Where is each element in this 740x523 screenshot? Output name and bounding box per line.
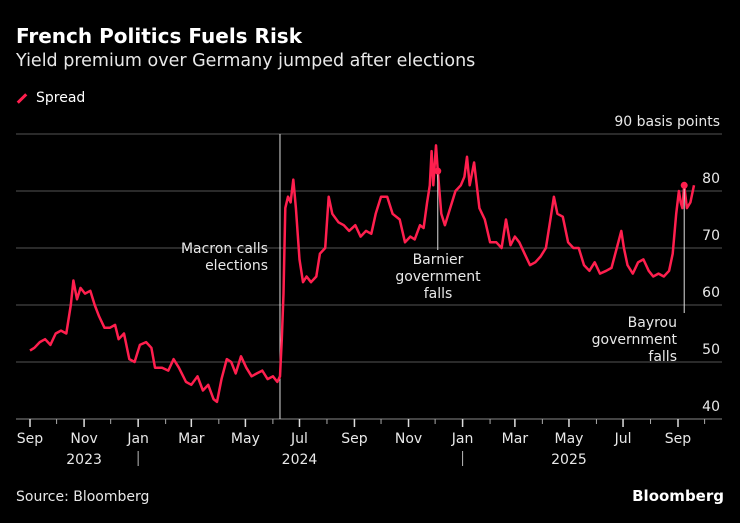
year-label: 2024 xyxy=(282,452,318,468)
x-tick-label: Nov xyxy=(395,431,422,447)
annotation-label-macron: elections xyxy=(205,258,268,274)
x-tick-label: Sep xyxy=(341,431,368,447)
annotation-label-macron: Macron calls xyxy=(181,241,268,257)
annotation-marker-barnier xyxy=(434,167,442,175)
x-tick-label: Sep xyxy=(665,431,692,447)
x-tick-label: May xyxy=(554,431,583,447)
x-tick-label: Mar xyxy=(502,431,529,447)
year-label: 2023 xyxy=(66,452,102,468)
legend-label: Spread xyxy=(36,90,86,106)
chart-title: French Politics Fuels Risk xyxy=(16,24,303,48)
y-tick-label: 40 xyxy=(702,399,720,415)
y-tick-label: 60 xyxy=(702,285,720,301)
y-tick-label: 80 xyxy=(702,171,720,187)
x-tick-label: Jul xyxy=(614,431,632,447)
annotation-marker-bayrou xyxy=(680,181,688,189)
legend: Spread xyxy=(16,90,85,106)
year-label: 2025 xyxy=(551,452,587,468)
x-tick-label: Mar xyxy=(178,431,205,447)
y-tick-label: 90 basis points xyxy=(614,114,720,130)
annotation-label-bayrou: Bayrou xyxy=(628,315,677,331)
chart-subtitle: Yield premium over Germany jumped after … xyxy=(16,51,476,71)
series-line-spread xyxy=(29,144,696,404)
x-tick-label: Jan xyxy=(451,431,474,447)
x-tick-label: Jul xyxy=(290,431,308,447)
source-note: Source: Bloomberg xyxy=(16,489,150,505)
x-tick-label: Nov xyxy=(70,431,97,447)
x-tick-label: Sep xyxy=(17,431,44,447)
annotation-label-bayrou: government xyxy=(592,332,678,348)
x-tick-label: Jan xyxy=(126,431,149,447)
y-tick-label: 70 xyxy=(702,228,720,244)
annotation-label-bayrou: falls xyxy=(648,349,677,365)
brand-logo: Bloomberg xyxy=(632,487,724,505)
x-tick-label: May xyxy=(231,431,260,447)
y-tick-label: 50 xyxy=(702,342,720,358)
annotation-label-barnier: Barnier xyxy=(413,252,464,268)
annotation-label-barnier: government xyxy=(395,269,481,285)
annotation-label-barnier: falls xyxy=(424,286,453,302)
